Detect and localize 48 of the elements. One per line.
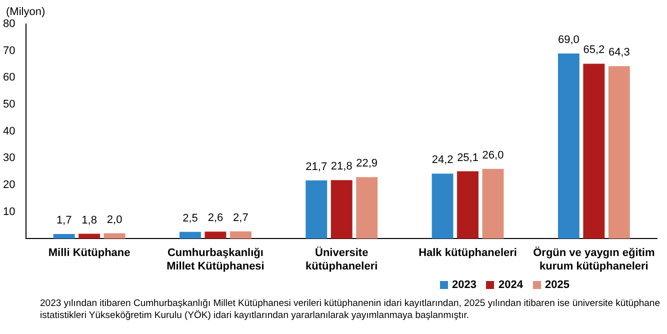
bar xyxy=(457,171,478,239)
y-tick-label: 10 xyxy=(2,206,16,218)
x-tick-label: Cumhurbaşkanlığı Millet Kütüphanesi xyxy=(166,247,264,272)
bar xyxy=(53,234,75,239)
bar xyxy=(482,168,504,239)
y-tick-label: 40 xyxy=(2,125,16,138)
data-label: 64,3 xyxy=(608,46,630,59)
data-label: 26,0 xyxy=(482,149,504,162)
data-label: 69,0 xyxy=(558,34,580,46)
legend-label: 2023 xyxy=(451,279,476,291)
bar xyxy=(608,66,630,239)
y-tick-label: 50 xyxy=(2,98,16,111)
bar xyxy=(432,174,454,239)
y-tick-label: 20 xyxy=(2,178,16,191)
bar xyxy=(356,177,378,239)
bar xyxy=(230,231,252,239)
bar xyxy=(180,232,201,239)
x-tick-label: Halk kütüphaneleri xyxy=(418,247,517,260)
y-axis-title: (Milyon) xyxy=(6,6,46,18)
text: 2023 yılından itibaren Cumhurbaşkanlığı Millet Kütüphanesi verileri kütüphanenin idari kayıtlarından, 2025 yılından itibaren ise üniversite kütüphane istatistikleri Yükseköğretim Kurulu (YÖK) idari kayıtlarından yararlanılarak yayımlanmaya başlanmıştır. xyxy=(40,298,660,322)
data-label: 24,2 xyxy=(432,154,454,166)
data-label: 65,2 xyxy=(583,44,605,56)
legend-label: 2025 xyxy=(544,279,570,291)
data-label: 2,0 xyxy=(106,214,122,226)
data-label: 1,8 xyxy=(82,214,97,226)
bar xyxy=(558,54,580,239)
bar xyxy=(583,64,605,239)
data-label: 21,7 xyxy=(306,160,328,173)
data-label: 2,7 xyxy=(233,212,248,224)
data-label: 21,8 xyxy=(330,160,352,173)
data-label: 25,1 xyxy=(457,152,478,164)
data-label: 2,5 xyxy=(182,212,198,224)
data-label: 2,6 xyxy=(208,212,224,224)
bar xyxy=(104,233,126,239)
data-label: 1,7 xyxy=(56,214,72,227)
data-label: 22,9 xyxy=(356,158,378,170)
y-tick-label: 30 xyxy=(2,152,16,164)
bar xyxy=(204,232,226,239)
y-tick-label: 60 xyxy=(2,72,16,84)
y-tick-label: 70 xyxy=(2,44,16,57)
bar xyxy=(306,180,328,239)
bar xyxy=(78,234,100,239)
legend-label: 2024 xyxy=(497,279,523,291)
x-tick-label: Milli Kütüphane xyxy=(48,247,130,260)
y-tick-label: 80 xyxy=(2,18,16,30)
bar xyxy=(330,180,352,239)
x-tick-label: Üniversite kütüphaneleri xyxy=(306,246,378,272)
x-tick-label: Örgün ve yaygın eğitim kurum kütüphaneleri xyxy=(533,246,655,272)
